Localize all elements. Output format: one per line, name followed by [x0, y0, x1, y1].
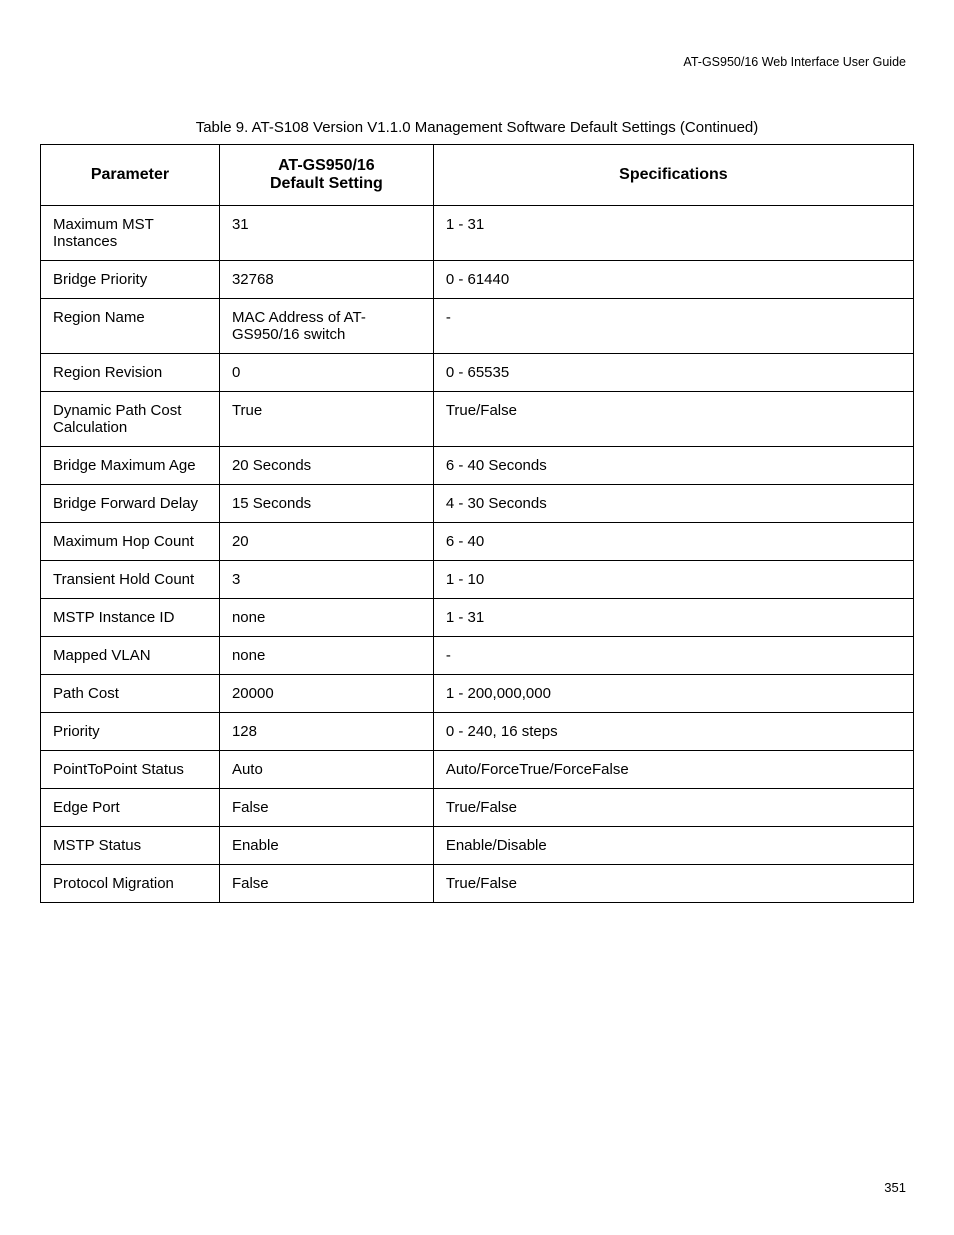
cell-specification: -	[433, 637, 913, 675]
cell-parameter: Dynamic Path Cost Calculation	[41, 392, 220, 447]
table-row: Dynamic Path Cost CalculationTrueTrue/Fa…	[41, 392, 914, 447]
table-row: Bridge Forward Delay15 Seconds4 - 30 Sec…	[41, 485, 914, 523]
cell-parameter: PointToPoint Status	[41, 751, 220, 789]
cell-parameter: Bridge Maximum Age	[41, 447, 220, 485]
cell-specification: 0 - 240, 16 steps	[433, 713, 913, 751]
table-row: Bridge Priority327680 - 61440	[41, 261, 914, 299]
cell-default-setting: 31	[219, 206, 433, 261]
cell-specification: 1 - 10	[433, 561, 913, 599]
page-number: 351	[884, 1180, 906, 1195]
cell-default-setting: False	[219, 789, 433, 827]
column-header-default-setting: AT-GS950/16 Default Setting	[219, 145, 433, 206]
cell-parameter: Region Revision	[41, 354, 220, 392]
cell-default-setting: Auto	[219, 751, 433, 789]
table-row: Protocol MigrationFalseTrue/False	[41, 865, 914, 903]
table-row: Priority1280 - 240, 16 steps	[41, 713, 914, 751]
cell-specification: True/False	[433, 865, 913, 903]
cell-specification: 4 - 30 Seconds	[433, 485, 913, 523]
cell-default-setting: 20 Seconds	[219, 447, 433, 485]
table-row: Bridge Maximum Age20 Seconds6 - 40 Secon…	[41, 447, 914, 485]
cell-parameter: Transient Hold Count	[41, 561, 220, 599]
cell-parameter: Protocol Migration	[41, 865, 220, 903]
table-row: MSTP StatusEnableEnable/Disable	[41, 827, 914, 865]
table-row: Transient Hold Count31 - 10	[41, 561, 914, 599]
cell-default-setting: 32768	[219, 261, 433, 299]
cell-default-setting: True	[219, 392, 433, 447]
cell-parameter: Edge Port	[41, 789, 220, 827]
cell-default-setting: False	[219, 865, 433, 903]
table-row: Region Revision00 - 65535	[41, 354, 914, 392]
table-row: MSTP Instance IDnone1 - 31	[41, 599, 914, 637]
cell-parameter: Region Name	[41, 299, 220, 354]
cell-parameter: Maximum Hop Count	[41, 523, 220, 561]
cell-default-setting: 0	[219, 354, 433, 392]
cell-default-setting: none	[219, 637, 433, 675]
table-body: Maximum MST Instances311 - 31Bridge Prio…	[41, 206, 914, 903]
cell-parameter: Path Cost	[41, 675, 220, 713]
default-setting-label-line2: Default Setting	[270, 175, 383, 192]
cell-parameter: Bridge Priority	[41, 261, 220, 299]
cell-specification: 1 - 200,000,000	[433, 675, 913, 713]
cell-specification: 0 - 61440	[433, 261, 913, 299]
table-row: Region NameMAC Address of AT-GS950/16 sw…	[41, 299, 914, 354]
cell-default-setting: MAC Address of AT-GS950/16 switch	[219, 299, 433, 354]
cell-specification: -	[433, 299, 913, 354]
table-row: Edge PortFalseTrue/False	[41, 789, 914, 827]
cell-default-setting: none	[219, 599, 433, 637]
cell-specification: True/False	[433, 789, 913, 827]
table-header-row: Parameter AT-GS950/16 Default Setting Sp…	[41, 145, 914, 206]
table-row: Mapped VLANnone-	[41, 637, 914, 675]
table-caption: Table 9. AT-S108 Version V1.1.0 Manageme…	[40, 119, 914, 136]
cell-parameter: Priority	[41, 713, 220, 751]
default-setting-label-line1: AT-GS950/16	[278, 157, 375, 174]
cell-default-setting: Enable	[219, 827, 433, 865]
cell-parameter: MSTP Instance ID	[41, 599, 220, 637]
guide-title-header: AT-GS950/16 Web Interface User Guide	[40, 55, 914, 69]
cell-specification: 1 - 31	[433, 599, 913, 637]
cell-parameter: Mapped VLAN	[41, 637, 220, 675]
cell-default-setting: 20	[219, 523, 433, 561]
cell-specification: True/False	[433, 392, 913, 447]
cell-specification: Auto/ForceTrue/ForceFalse	[433, 751, 913, 789]
column-header-parameter: Parameter	[41, 145, 220, 206]
table-row: Path Cost200001 - 200,000,000	[41, 675, 914, 713]
cell-specification: Enable/Disable	[433, 827, 913, 865]
table-row: Maximum Hop Count206 - 40	[41, 523, 914, 561]
table-row: PointToPoint StatusAutoAuto/ForceTrue/Fo…	[41, 751, 914, 789]
cell-default-setting: 20000	[219, 675, 433, 713]
cell-default-setting: 128	[219, 713, 433, 751]
column-header-specifications: Specifications	[433, 145, 913, 206]
cell-specification: 6 - 40 Seconds	[433, 447, 913, 485]
settings-table: Parameter AT-GS950/16 Default Setting Sp…	[40, 144, 914, 903]
cell-specification: 6 - 40	[433, 523, 913, 561]
cell-default-setting: 15 Seconds	[219, 485, 433, 523]
cell-parameter: MSTP Status	[41, 827, 220, 865]
cell-specification: 1 - 31	[433, 206, 913, 261]
cell-parameter: Bridge Forward Delay	[41, 485, 220, 523]
cell-parameter: Maximum MST Instances	[41, 206, 220, 261]
table-row: Maximum MST Instances311 - 31	[41, 206, 914, 261]
cell-default-setting: 3	[219, 561, 433, 599]
cell-specification: 0 - 65535	[433, 354, 913, 392]
